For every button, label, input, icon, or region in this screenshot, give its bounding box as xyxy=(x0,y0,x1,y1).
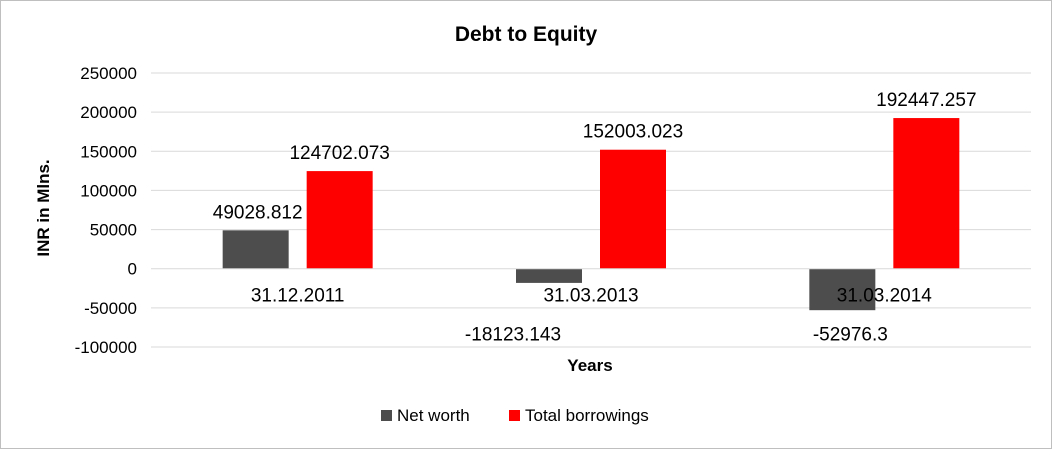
data-label: -18123.143 xyxy=(465,325,561,346)
data-label: -52976.3 xyxy=(813,325,888,346)
gridlines xyxy=(151,72,1031,348)
y-tick-label: 100000 xyxy=(80,181,137,200)
y-tick-label: 150000 xyxy=(80,142,137,161)
y-axis-ticks: 250000 200000 150000 100000 50000 0 -50000 -100… xyxy=(75,64,137,357)
y-tick-label: 0 xyxy=(128,260,137,279)
data-labels: 49028.812 124702.073 -18123.143 152003.023 -… xyxy=(213,90,977,346)
bar-total-borrowings xyxy=(306,171,373,269)
data-label: 124702.073 xyxy=(289,143,389,164)
x-category-label: 31.12.2011 xyxy=(251,286,345,307)
bar-net-worth xyxy=(222,230,289,269)
bar-total-borrowings xyxy=(600,149,666,269)
y-tick-label: 250000 xyxy=(80,64,137,83)
data-label: 192447.257 xyxy=(876,90,976,111)
bars xyxy=(222,118,960,311)
bar-total-borrowings xyxy=(893,118,960,269)
legend: Net worth Total borrowings xyxy=(381,406,649,425)
x-category-label: 31.03.2014 xyxy=(837,286,933,307)
legend-label: Net worth xyxy=(397,406,470,425)
data-label: 152003.023 xyxy=(583,122,683,143)
x-axis-categories: 31.12.2011 31.03.2013 31.03.2014 xyxy=(251,286,932,307)
legend-swatch xyxy=(381,410,392,421)
chart-title: Debt to Equity xyxy=(455,23,598,46)
bar-net-worth xyxy=(809,268,876,311)
y-tick-label: -50000 xyxy=(84,299,137,318)
x-axis-title: Years xyxy=(567,356,612,375)
y-axis-title: INR in Mlns. xyxy=(34,159,53,256)
data-label: 49028.812 xyxy=(213,202,303,223)
legend-swatch xyxy=(509,410,520,421)
legend-label: Total borrowings xyxy=(525,406,649,425)
y-tick-label: -100000 xyxy=(75,338,137,357)
y-tick-label: 50000 xyxy=(90,221,137,240)
x-category-label: 31.03.2013 xyxy=(543,286,638,307)
y-tick-label: 200000 xyxy=(80,103,137,122)
bar-net-worth xyxy=(516,268,582,283)
